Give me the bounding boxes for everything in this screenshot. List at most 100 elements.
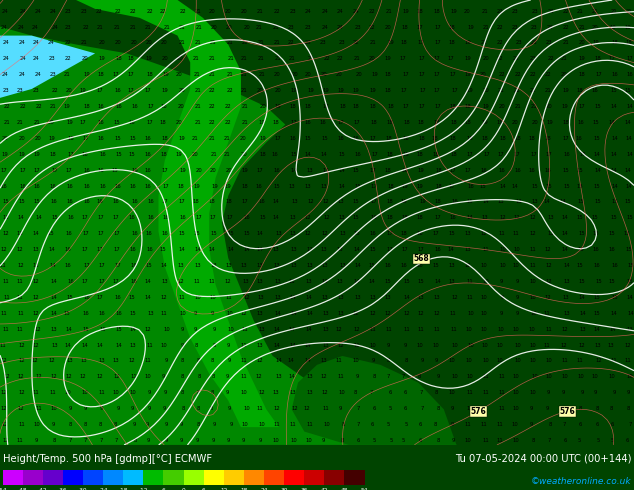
Text: 23: 23 (320, 41, 327, 46)
Text: 16: 16 (163, 215, 170, 221)
Text: 17: 17 (65, 168, 72, 172)
Text: 10: 10 (179, 311, 186, 316)
Text: 18: 18 (67, 136, 74, 141)
Text: 576: 576 (471, 407, 486, 416)
Text: 11: 11 (465, 422, 472, 427)
Text: 42: 42 (321, 488, 328, 490)
Text: 15: 15 (594, 311, 600, 316)
Text: 15: 15 (562, 168, 569, 172)
Text: 20: 20 (273, 72, 280, 77)
Text: 19: 19 (179, 136, 185, 141)
Text: 17: 17 (417, 41, 424, 46)
Bar (83, 470, 103, 486)
Text: 0: 0 (182, 488, 185, 490)
Text: 19: 19 (562, 88, 569, 93)
Text: 15: 15 (611, 295, 618, 300)
Text: 14: 14 (368, 279, 375, 284)
Text: 14: 14 (288, 359, 295, 364)
Text: 13: 13 (226, 263, 232, 268)
Text: 10: 10 (467, 311, 474, 316)
Text: 14: 14 (467, 215, 474, 221)
Text: 22: 22 (496, 56, 503, 61)
Text: 17: 17 (420, 88, 426, 93)
Bar (164, 470, 184, 486)
Text: 14: 14 (36, 215, 42, 221)
Text: 16: 16 (115, 104, 122, 109)
Text: 14: 14 (561, 215, 568, 221)
Text: 17: 17 (67, 152, 74, 157)
Text: 23: 23 (3, 88, 9, 93)
Text: 13: 13 (275, 295, 281, 300)
Text: 21: 21 (17, 120, 24, 125)
Text: 21: 21 (240, 72, 247, 77)
Text: 6: 6 (596, 422, 599, 427)
Text: 22: 22 (288, 41, 295, 46)
Text: 15: 15 (146, 263, 152, 268)
Text: 20: 20 (176, 72, 183, 77)
Text: 12: 12 (514, 215, 521, 221)
Text: 11: 11 (1, 311, 7, 316)
Text: 12: 12 (258, 390, 265, 395)
Text: 23: 23 (65, 24, 72, 29)
Text: -6: -6 (160, 488, 166, 490)
Text: 9: 9 (165, 438, 169, 443)
Text: 12: 12 (433, 311, 440, 316)
Text: 15: 15 (179, 231, 186, 236)
Text: 15: 15 (594, 136, 600, 141)
Text: 23: 23 (531, 24, 538, 29)
Text: 11: 11 (98, 390, 105, 395)
Text: 14: 14 (611, 152, 618, 157)
Text: 14: 14 (273, 343, 280, 347)
Text: 24: 24 (1, 72, 8, 77)
Text: 9: 9 (147, 390, 151, 395)
Text: 20: 20 (146, 41, 152, 46)
Text: 16: 16 (258, 199, 265, 204)
Text: 17: 17 (241, 199, 248, 204)
Text: 11: 11 (529, 263, 536, 268)
Text: 23: 23 (531, 41, 538, 46)
Text: 17: 17 (178, 199, 185, 204)
Text: 10: 10 (482, 279, 489, 284)
Text: 15: 15 (564, 184, 570, 189)
Text: 12: 12 (224, 279, 231, 284)
Text: 12: 12 (3, 374, 10, 379)
Text: 12: 12 (160, 295, 167, 300)
Text: 14: 14 (544, 199, 550, 204)
Text: 14: 14 (626, 184, 632, 189)
Text: 17: 17 (450, 72, 456, 77)
Text: 8: 8 (210, 390, 214, 395)
Text: 16: 16 (145, 231, 152, 236)
Text: 13: 13 (563, 295, 569, 300)
Text: 14: 14 (610, 327, 617, 332)
Text: 16: 16 (400, 263, 407, 268)
Text: 17: 17 (371, 199, 378, 204)
Text: 5: 5 (404, 422, 408, 427)
Text: 14: 14 (288, 374, 295, 379)
Text: 10: 10 (531, 374, 538, 379)
Text: 18: 18 (160, 120, 167, 125)
Text: 21: 21 (560, 56, 567, 61)
Text: 9: 9 (230, 422, 233, 427)
Text: 6: 6 (371, 422, 374, 427)
Text: 13: 13 (323, 168, 330, 172)
Text: 9: 9 (594, 390, 597, 395)
Text: 13: 13 (257, 311, 263, 316)
Text: 16: 16 (256, 184, 262, 189)
Text: 20: 20 (34, 136, 41, 141)
Text: 13: 13 (626, 327, 633, 332)
Text: 16: 16 (33, 184, 40, 189)
Text: 10: 10 (481, 263, 487, 268)
Text: 7: 7 (629, 422, 632, 427)
Text: 13: 13 (32, 247, 39, 252)
Text: 8: 8 (211, 374, 215, 379)
Text: 15: 15 (546, 184, 552, 189)
Text: 12: 12 (1, 406, 7, 411)
Text: 16: 16 (450, 215, 456, 221)
Text: 9: 9 (613, 390, 616, 395)
Text: 10: 10 (227, 327, 234, 332)
Text: 21: 21 (210, 152, 217, 157)
Text: 17: 17 (210, 215, 217, 221)
Text: -30: -30 (78, 488, 87, 490)
Text: 13: 13 (16, 231, 23, 236)
Text: 9: 9 (162, 374, 165, 379)
